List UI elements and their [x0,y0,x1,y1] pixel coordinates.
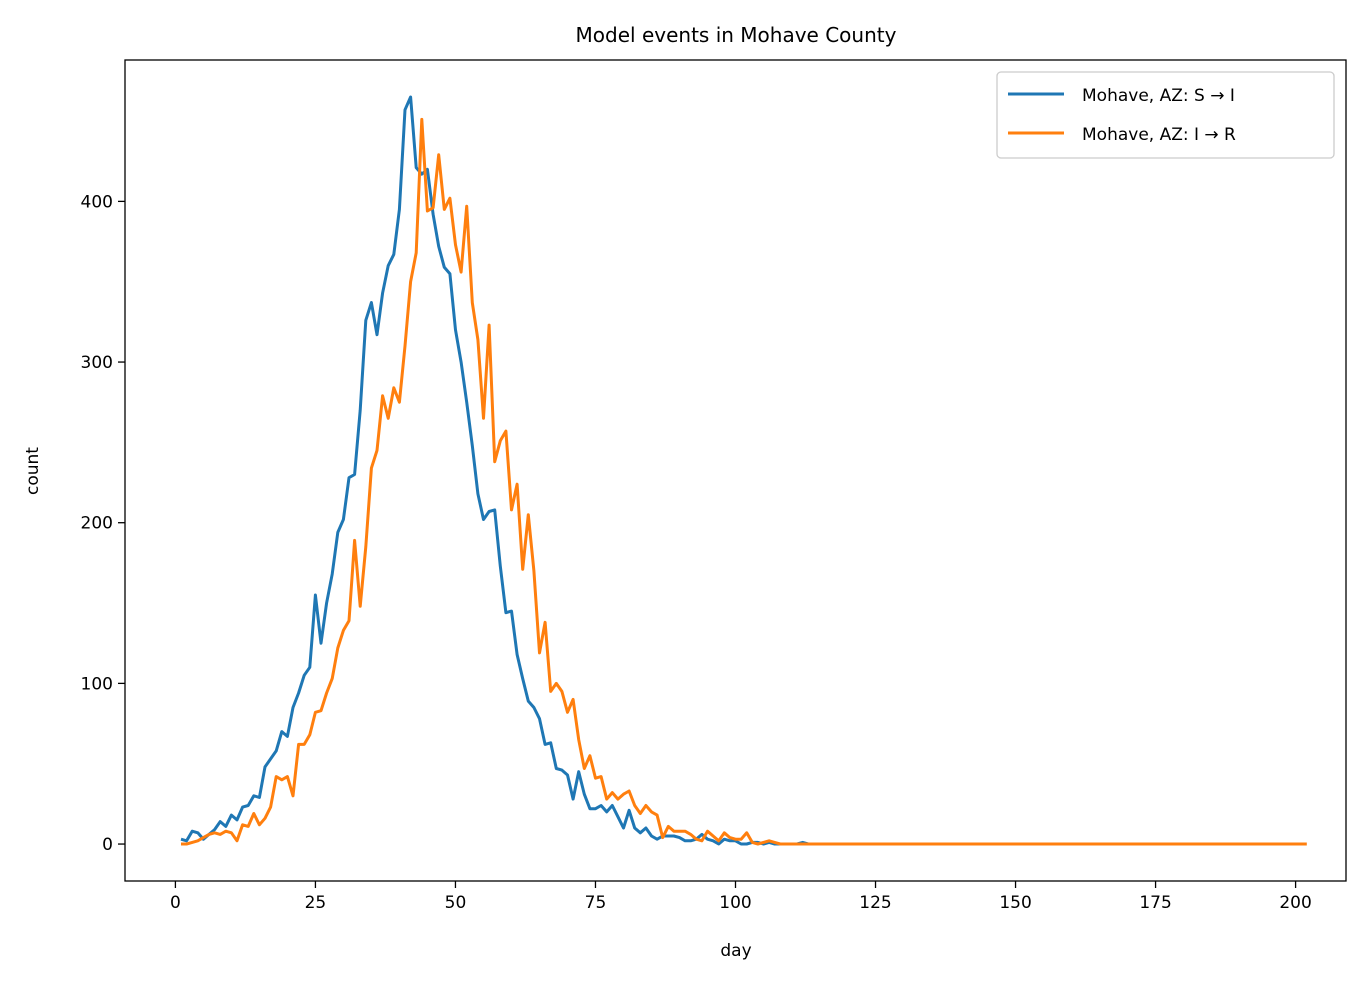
x-axis-ticks: 0 25 50 75 100 125 150 175 200 [170,881,1312,913]
x-axis-label: day [720,941,751,961]
series-line-0 [180,95,1296,846]
y-tick-label: 100 [81,674,113,694]
x-tick-label: 75 [585,893,607,913]
y-axis-label: count [23,447,43,495]
series-line-1 [181,117,1307,846]
x-tick-label: 175 [1139,893,1171,913]
y-tick-label: 200 [81,514,113,534]
x-tick-label: 0 [170,893,181,913]
x-tick-label: 200 [1279,893,1311,913]
legend-box [996,71,1335,159]
x-tick-label: 150 [999,893,1031,913]
x-tick-label: 100 [719,893,751,913]
legend: Mohave, AZ: S → I Mohave, AZ: I → R [996,71,1335,159]
plot-lines [180,95,1307,846]
y-tick-label: 0 [102,835,113,855]
y-axis-ticks: 0 100 200 300 400 [81,192,125,855]
x-tick-label: 125 [859,893,891,913]
y-tick-label: 300 [81,353,113,373]
legend-label-i-to-r: Mohave, AZ: I → R [1082,125,1236,145]
x-tick-label: 25 [305,893,327,913]
chart-title: Model events in Mohave County [576,23,897,47]
axes-frame [124,59,1347,882]
legend-label-s-to-i: Mohave, AZ: S → I [1082,86,1235,106]
x-tick-label: 50 [445,893,467,913]
y-tick-label: 400 [81,192,113,212]
